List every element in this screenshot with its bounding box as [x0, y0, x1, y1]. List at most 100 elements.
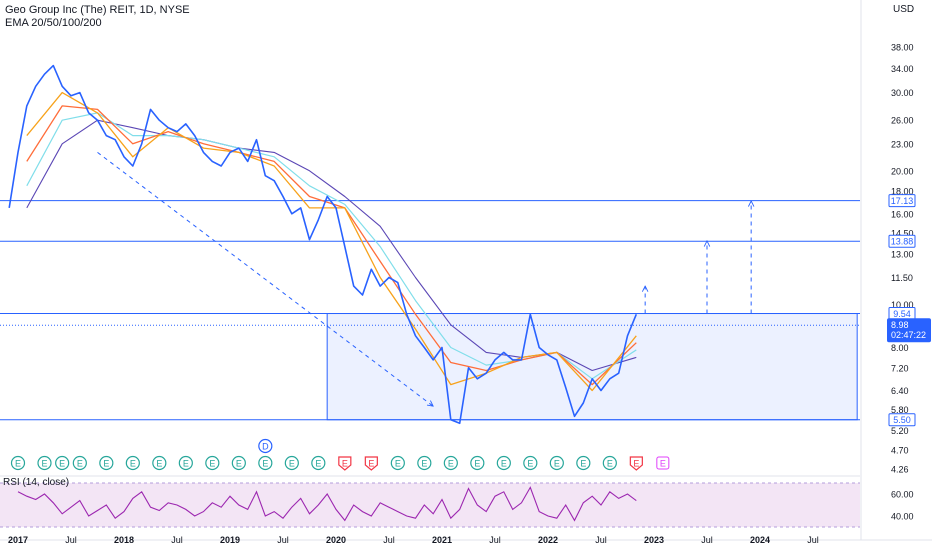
earnings-marker[interactable]: E — [364, 456, 378, 471]
earnings-beat-shape — [576, 455, 591, 471]
price-tick: 23.00 — [891, 139, 914, 149]
rsi-line[interactable] — [17, 486, 637, 522]
earnings-marker[interactable]: E — [72, 455, 87, 471]
earnings-beat-shape — [470, 455, 485, 471]
rsi-band — [0, 483, 860, 527]
level-label-3[interactable]: 5.50 — [888, 413, 916, 427]
time-tick-month: Jul — [65, 535, 77, 545]
earnings-glyph: E — [183, 459, 189, 469]
earnings-marker[interactable]: E — [205, 455, 220, 471]
earnings-marker[interactable]: E — [417, 455, 432, 471]
earnings-glyph: E — [501, 459, 507, 469]
level-label-text: 17.13 — [891, 196, 914, 206]
earnings-marker[interactable]: E — [284, 455, 299, 471]
earnings-glyph: E — [421, 459, 427, 469]
earnings-glyph: E — [15, 459, 21, 469]
time-tick-month: Jul — [595, 535, 607, 545]
earnings-marker[interactable]: E — [523, 455, 538, 471]
earnings-beat-shape — [417, 455, 432, 471]
earnings-glyph: E — [368, 459, 374, 469]
earnings-marker[interactable]: E — [496, 455, 511, 471]
earnings-marker[interactable]: E — [470, 455, 485, 471]
earnings-beat-shape — [152, 455, 167, 471]
level-label-0[interactable]: 17.13 — [888, 194, 916, 208]
price-tick: 5.20 — [891, 426, 909, 436]
time-tick-month: Jul — [807, 535, 819, 545]
level-label-2[interactable]: 9.54 — [888, 307, 916, 321]
time-tick-year: 2022 — [538, 535, 558, 545]
price-axis[interactable]: 38.00 34.00 30.00 26.00 23.00 20.00 18.00 16.00… — [887, 43, 931, 522]
time-tick-year: 2017 — [8, 535, 28, 545]
rsi-label[interactable]: RSI (14, close) — [3, 477, 70, 488]
range-box[interactable] — [326, 313, 858, 421]
price-tick: 16.00 — [891, 209, 914, 219]
earnings-glyph: E — [289, 459, 295, 469]
annotations — [97, 151, 752, 406]
earnings-beat-shape — [205, 455, 220, 471]
rsi-tick: 60.00 — [891, 490, 914, 500]
level-label-1[interactable]: 13.88 — [888, 234, 916, 248]
earnings-beat-shape — [523, 455, 538, 471]
trend-arrow[interactable] — [97, 151, 434, 406]
earnings-marker[interactable]: E — [10, 455, 26, 471]
earnings-marker[interactable]: E — [258, 455, 273, 471]
price-tick: 38.00 — [891, 43, 914, 53]
price-tick: 4.26 — [891, 465, 909, 475]
earnings-marker[interactable]: E — [338, 456, 352, 471]
earnings-glyph: E — [77, 459, 83, 469]
earnings-marker[interactable]: E — [443, 455, 458, 471]
earnings-beat-shape — [443, 455, 458, 471]
level-label-box — [888, 234, 916, 248]
earnings-glyph: E — [633, 459, 639, 469]
level-label-box — [888, 413, 916, 427]
earnings-marker[interactable]: E — [549, 455, 564, 471]
earnings-marker[interactable]: E — [178, 455, 193, 471]
series-ema-50[interactable] — [26, 105, 637, 386]
earnings-marker[interactable]: E — [629, 456, 643, 471]
price-tick: 11.50 — [891, 273, 913, 283]
dividend-marker[interactable]: D — [258, 438, 273, 454]
last-price-box — [887, 318, 931, 343]
earnings-glyph: E — [315, 459, 321, 469]
price-tick: 10.00 — [891, 300, 914, 310]
earnings-marker[interactable]: E — [311, 455, 326, 471]
earnings-glyph: E — [156, 459, 162, 469]
series-price[interactable] — [8, 64, 638, 425]
earnings-future-shape — [656, 456, 670, 470]
events-row: E E E E E E E E E E E E E E E E E E E E E E E E E ED — [10, 438, 670, 471]
earnings-beat-shape — [602, 455, 617, 471]
currency-label: USD — [893, 4, 915, 15]
earnings-marker[interactable]: E — [152, 455, 167, 471]
earnings-marker[interactable]: E — [576, 455, 591, 471]
dividend-shape — [258, 438, 273, 454]
earnings-miss-shape — [364, 456, 378, 471]
earnings-glyph: E — [342, 459, 348, 469]
earnings-marker[interactable]: E — [602, 455, 617, 471]
earnings-beat-shape — [390, 455, 405, 471]
price-tick: 13.00 — [891, 249, 914, 259]
chart-title: Geo Group Inc (The) REIT, 1D, NYSE — [5, 4, 190, 16]
earnings-glyph: E — [448, 459, 454, 469]
last-price-value: 8.98 — [891, 320, 909, 330]
earnings-marker[interactable]: E — [231, 455, 246, 471]
price-tick: 14.50 — [891, 228, 914, 238]
earnings-beat-shape — [125, 455, 140, 471]
earnings-marker[interactable]: E — [55, 455, 70, 471]
time-tick-month: Jul — [383, 535, 395, 545]
earnings-glyph: E — [660, 459, 666, 469]
earnings-marker[interactable]: E — [656, 456, 670, 470]
level-label-text: 9.54 — [893, 309, 911, 319]
earnings-beat-shape — [311, 455, 326, 471]
time-axis[interactable]: 2017 Jul 2018 Jul 2019 Jul 2020 Jul 2021 Jul 2022 J… — [8, 535, 819, 545]
earnings-marker[interactable]: E — [99, 455, 114, 471]
earnings-beat-shape — [231, 455, 246, 471]
series-ema-20[interactable] — [26, 91, 637, 392]
earnings-marker[interactable]: E — [37, 455, 52, 471]
earnings-marker[interactable]: E — [390, 455, 405, 471]
earnings-marker[interactable]: E — [125, 455, 140, 471]
earnings-glyph: E — [130, 459, 136, 469]
indicator-label[interactable]: EMA 20/50/100/200 — [5, 17, 102, 29]
